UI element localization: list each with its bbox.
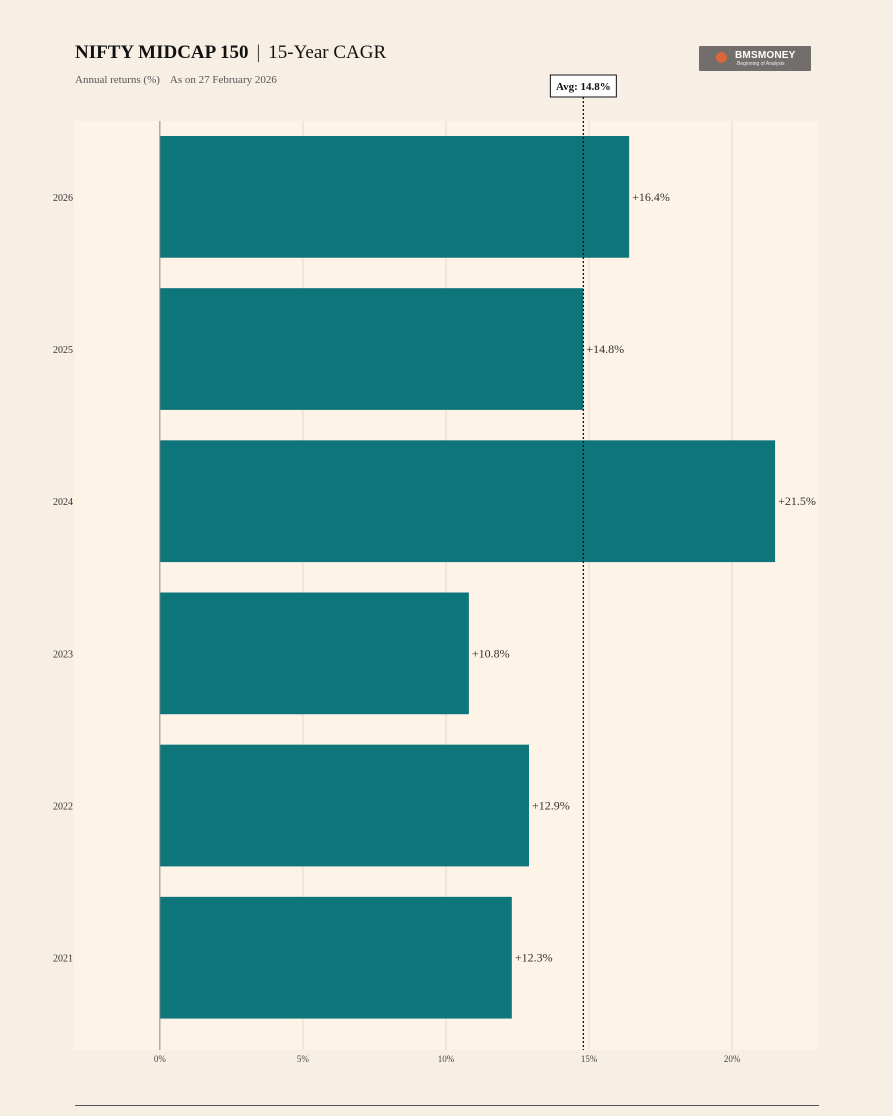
category-label-2026: 2026 <box>53 193 73 204</box>
bar-2021 <box>159 896 512 1019</box>
data-label-2024: +21.5% <box>778 494 816 508</box>
bar-2022 <box>159 744 529 867</box>
category-label-2022: 2022 <box>53 802 73 813</box>
title-metric: 15-Year CAGR <box>268 42 387 63</box>
category-label-2025: 2025 <box>53 345 73 356</box>
x-tick-label-0: 0% <box>154 1054 167 1064</box>
logo-tagline: Beginning of Analysis <box>737 61 785 67</box>
average-label-box <box>549 74 617 98</box>
data-label-2021: +12.3% <box>515 951 553 965</box>
data-label-2023: +10.8% <box>472 646 510 660</box>
data-label-2022: +12.9% <box>532 799 570 813</box>
category-label-2023: 2023 <box>53 649 73 660</box>
average-label: Avg: 14.8% <box>556 81 611 93</box>
x-tick-label-20: 20% <box>724 1054 741 1064</box>
data-label-2026: +16.4% <box>632 190 670 204</box>
x-tick-label-5: 5% <box>297 1054 310 1064</box>
bar-2023 <box>159 592 469 715</box>
category-label-2024: 2024 <box>53 497 73 508</box>
data-label-2025: +14.8% <box>586 342 624 356</box>
logo-name: BMSMONEY <box>735 50 796 61</box>
title-index-name: NIFTY MIDCAP 150 <box>75 42 249 63</box>
bms-logo-icon <box>716 52 727 63</box>
category-label-2021: 2021 <box>53 954 73 965</box>
footer-divider <box>75 1105 819 1106</box>
x-tick-label-10: 10% <box>438 1054 455 1064</box>
brand-logo: BMSMONEY Beginning of Analysis <box>699 46 811 71</box>
bar-2024 <box>159 440 776 563</box>
x-tick-label-15: 15% <box>581 1054 598 1064</box>
subtitle-units: Annual returns (%) <box>75 74 160 86</box>
title-separator: | <box>256 42 261 63</box>
chart-subtitle: Annual returns (%) As on 27 February 2026 <box>75 74 277 86</box>
subtitle-date: As on 27 February 2026 <box>169 74 277 86</box>
bar-2026 <box>159 136 630 258</box>
chart-title: NIFTY MIDCAP 150 | 15-Year CAGR <box>75 42 815 64</box>
bar-2025 <box>159 288 584 410</box>
chart-header: NIFTY MIDCAP 150 | 15-Year CAGR Annual ret… <box>75 42 815 102</box>
